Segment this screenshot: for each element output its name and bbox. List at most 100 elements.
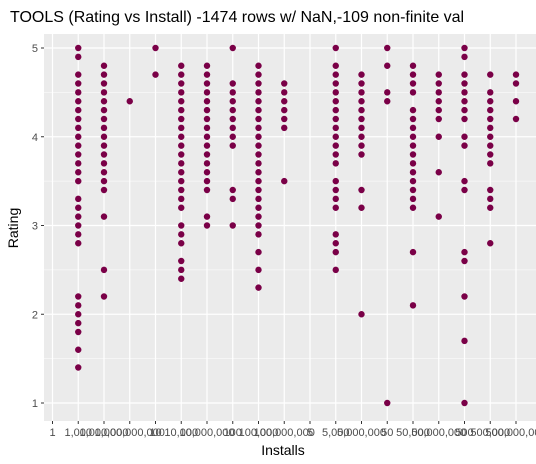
data-point [255,71,262,78]
data-point [332,177,339,185]
data-point [332,124,339,132]
data-point [255,80,262,87]
data-point [178,257,185,265]
data-point [255,222,262,229]
data-point [178,71,185,78]
data-point [461,89,468,96]
data-point [203,115,211,123]
data-point [229,186,236,194]
data-point [487,115,494,123]
data-point [203,133,211,140]
data-point [332,71,339,78]
data-point [203,186,211,194]
data-point [203,80,211,87]
data-point [332,204,339,211]
data-point [178,275,185,282]
data-point [203,169,211,176]
data-point [255,98,262,105]
data-point [100,169,108,176]
data-point [461,71,468,78]
data-point [75,195,82,203]
data-point [255,284,262,291]
data-point [100,89,108,96]
data-point [409,115,417,123]
data-point [461,399,468,407]
data-point [332,62,339,69]
data-point [178,266,185,274]
data-point [332,266,339,274]
data-point [178,222,185,229]
data-point [461,293,468,300]
data-point [487,142,494,149]
data-point [358,89,365,96]
data-point [75,231,82,238]
x-tick-label: 1,000 [64,427,92,439]
data-point [255,231,262,238]
data-point [255,151,262,158]
data-point [100,71,108,78]
data-point [409,89,417,96]
data-point [358,142,365,149]
data-point [358,115,365,123]
data-point [461,115,468,123]
data-point [75,80,82,87]
data-point [332,133,339,140]
y-tick-label: 5 [32,43,38,55]
data-point [409,186,417,194]
x-tick-label: 1,000,000 [80,427,129,439]
data-point [512,80,520,87]
y-tick-label: 2 [32,309,38,321]
data-point [75,346,82,353]
data-point [178,62,185,69]
data-point [435,213,442,220]
data-point [152,71,159,78]
data-point [75,293,82,300]
data-point [75,177,82,185]
data-point [75,71,82,78]
data-point [332,248,339,256]
data-point [229,195,236,203]
y-axis-title: Rating [5,208,21,248]
data-point [229,222,236,229]
x-tick-label: 1,000,000,000 [95,427,165,439]
data-point [487,160,494,167]
data-point [100,213,108,220]
data-point [255,89,262,96]
data-point [332,151,339,158]
data-point [255,186,262,194]
data-point [461,80,468,87]
data-point [75,142,82,149]
data-point [255,213,262,220]
data-point [203,71,211,78]
data-point [461,186,468,194]
data-point [255,142,262,149]
data-point [487,98,494,105]
data-points [75,44,520,407]
data-point [100,293,108,300]
data-point [435,169,442,176]
data-point [487,195,494,203]
data-point [358,133,365,140]
data-point [409,151,417,158]
data-point [435,106,442,114]
data-point [281,98,288,105]
data-point [75,302,82,309]
data-point [100,142,108,149]
data-point [255,106,262,114]
data-point [384,89,391,96]
data-point [100,124,108,132]
data-point [255,133,262,140]
data-point [332,115,339,123]
data-point [126,98,133,105]
data-point [409,302,417,309]
data-point [100,106,108,114]
data-point [332,160,339,167]
data-point [281,106,288,114]
data-point [461,248,468,256]
data-point [178,195,185,203]
plot-panel [44,34,536,421]
data-point [409,169,417,176]
data-point [178,231,185,238]
data-point [332,186,339,194]
